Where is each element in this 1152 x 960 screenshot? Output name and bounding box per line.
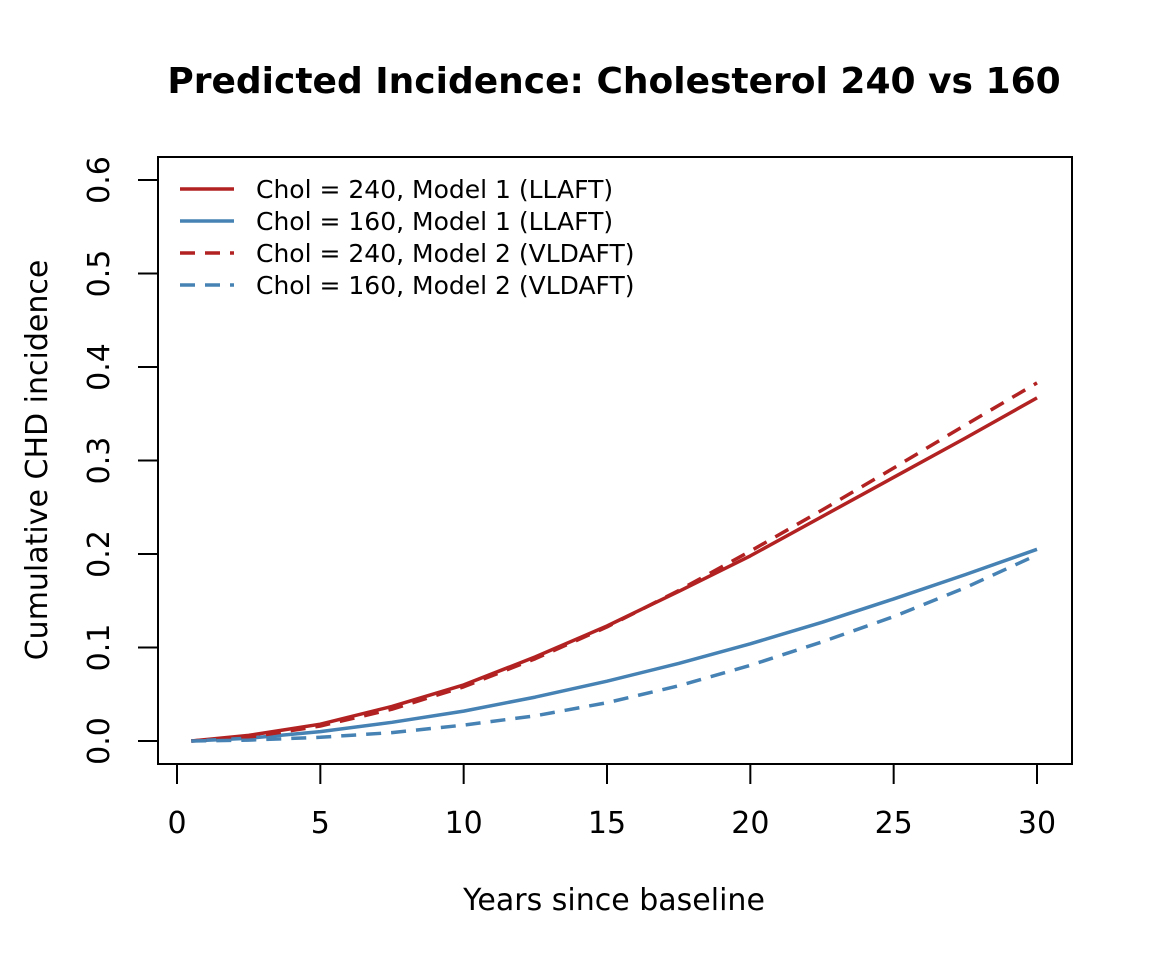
x-tick-label: 20 bbox=[731, 806, 769, 841]
x-tick-label: 10 bbox=[445, 806, 483, 841]
x-tick-label: 0 bbox=[167, 806, 186, 841]
x-tick-label: 30 bbox=[1018, 806, 1056, 841]
x-axis: 0 5 10 15 20 25 30 bbox=[167, 763, 1056, 841]
x-tick-label: 5 bbox=[311, 806, 330, 841]
series-line-4 bbox=[191, 553, 1038, 743]
y-axis-label: Cumulative CHD incidence bbox=[20, 260, 55, 661]
y-tick-label: 0.4 bbox=[82, 343, 117, 391]
y-tick-label: 0.3 bbox=[82, 437, 117, 485]
chart-title: Predicted Incidence: Cholesterol 240 vs … bbox=[167, 61, 1060, 102]
y-tick-label: 0.0 bbox=[82, 717, 117, 765]
x-axis-label: Years since baseline bbox=[462, 883, 765, 918]
legend: Chol = 240, Model 1 (LLAFT) Chol = 160, M… bbox=[180, 175, 635, 300]
y-tick-label: 0.6 bbox=[82, 156, 117, 204]
legend-label: Chol = 160, Model 2 (VLDAFT) bbox=[256, 271, 635, 300]
y-tick-label: 0.5 bbox=[82, 250, 117, 298]
series-line-3 bbox=[191, 381, 1038, 743]
series-group bbox=[191, 381, 1038, 743]
series-line-1 bbox=[191, 396, 1038, 743]
legend-label: Chol = 240, Model 2 (VLDAFT) bbox=[256, 239, 635, 268]
y-tick-label: 0.2 bbox=[82, 530, 117, 578]
x-tick-label: 15 bbox=[588, 806, 626, 841]
y-tick-label: 0.1 bbox=[82, 624, 117, 672]
legend-label: Chol = 240, Model 1 (LLAFT) bbox=[256, 175, 613, 204]
series-line-2 bbox=[191, 547, 1038, 743]
x-tick-label: 25 bbox=[875, 806, 913, 841]
legend-label: Chol = 160, Model 1 (LLAFT) bbox=[256, 207, 613, 236]
y-axis: 0.0 0.1 0.2 0.3 0.4 0.5 0.6 bbox=[82, 156, 159, 765]
